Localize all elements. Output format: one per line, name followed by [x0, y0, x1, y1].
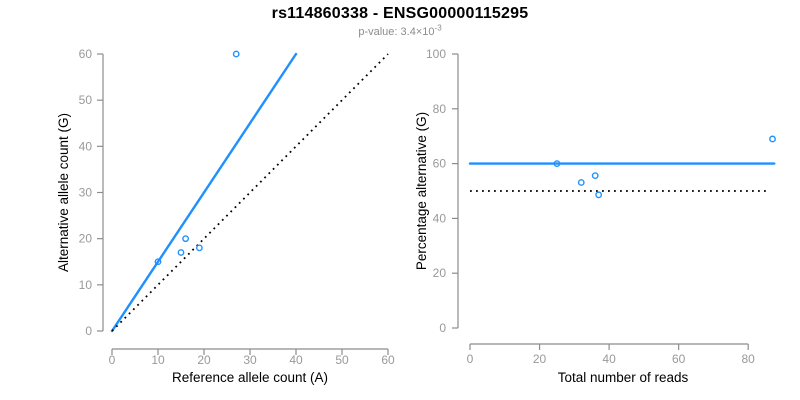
x-tick-label: 60 — [672, 352, 686, 366]
x-tick-label: 10 — [151, 353, 165, 367]
p-value-label: p-value: — [358, 26, 398, 38]
identity-line — [111, 53, 389, 332]
multiplication-sign: × — [415, 26, 423, 38]
data-point — [195, 244, 203, 252]
x-tick-label: 30 — [243, 353, 257, 367]
y-axis-title: Alternative allele count (G) — [56, 113, 71, 272]
data-point — [154, 258, 162, 266]
data-point — [591, 172, 599, 180]
data-point — [177, 249, 185, 256]
y-tick-label: 20 — [433, 266, 447, 280]
y-tick-label: 60 — [433, 157, 447, 171]
fit-line — [110, 52, 298, 333]
data-point — [182, 235, 190, 243]
plot-subtitle: p-value: 3.4×10-3 — [0, 23, 800, 38]
x-axis-title: Reference allele count (A) — [172, 370, 328, 385]
x-tick-label: 60 — [381, 353, 395, 367]
y-tick-label: 60 — [79, 47, 93, 61]
x-tick-label: 20 — [533, 352, 547, 366]
plot-title: rs114860338 - ENSG00000115295 — [271, 5, 529, 22]
y-tick-label: 40 — [79, 139, 93, 153]
y-tick-label: 30 — [79, 186, 93, 200]
y-tick-label: 0 — [439, 321, 446, 335]
y-tick-label: 40 — [433, 211, 447, 225]
x-tick-label: 40 — [289, 353, 303, 367]
p-value-exponent: -3 — [434, 23, 442, 33]
data-point — [232, 50, 240, 58]
y-tick-label: 50 — [79, 93, 93, 107]
data-point — [769, 135, 776, 143]
p-value-base: 10 — [422, 26, 435, 38]
y-tick-label: 20 — [79, 232, 93, 246]
x-tick-label: 80 — [742, 352, 756, 366]
x-tick-label: 40 — [602, 352, 616, 366]
data-point — [577, 179, 585, 186]
x-axis-title: Total number of reads — [558, 370, 689, 385]
y-tick-label: 80 — [433, 102, 447, 116]
y-axis-title: Percentage alternative (G) — [414, 112, 429, 270]
y-tick-label: 100 — [426, 47, 446, 61]
y-tick-label: 10 — [79, 278, 93, 292]
p-value-mantissa: 3.4 — [400, 26, 416, 38]
x-tick-label: 0 — [467, 352, 474, 366]
data-point — [553, 160, 561, 168]
x-tick-label: 0 — [109, 353, 116, 367]
data-point — [595, 191, 603, 199]
x-tick-label: 20 — [197, 353, 211, 367]
y-tick-label: 0 — [85, 324, 92, 338]
x-tick-label: 50 — [335, 353, 349, 367]
